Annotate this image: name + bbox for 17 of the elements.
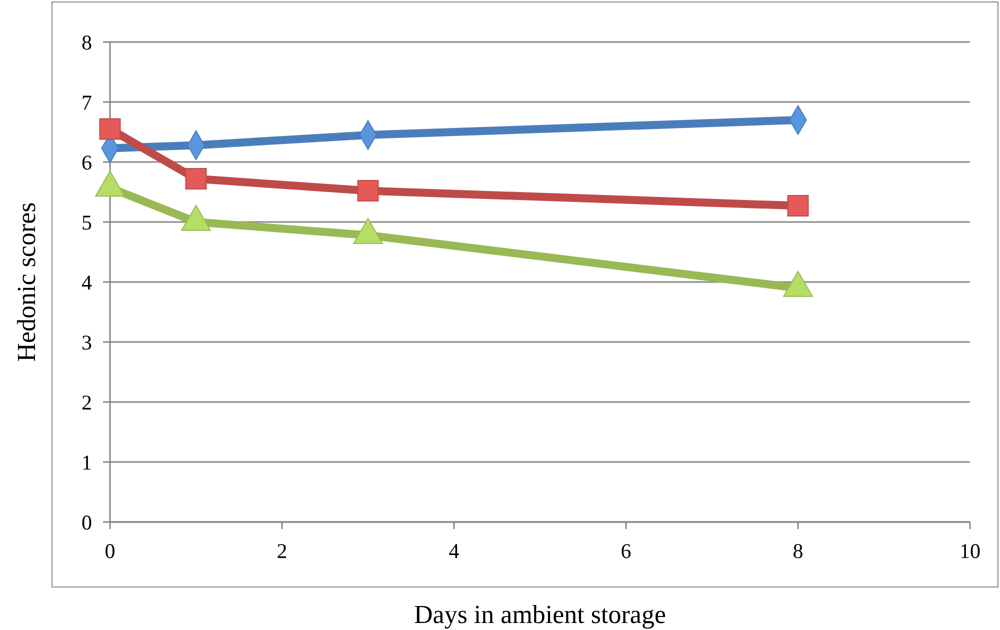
x-tick-label: 8 — [792, 539, 804, 563]
x-tick-label: 4 — [448, 539, 460, 563]
x-tick-label: 0 — [104, 539, 116, 563]
y-tick-label: 4 — [82, 270, 92, 294]
y-axis-title: Hedonic scores — [12, 202, 41, 362]
y-tick-label: 1 — [82, 450, 92, 474]
y-tick-label: 6 — [82, 150, 92, 174]
x-tick-label: 6 — [620, 539, 632, 563]
y-tick-label: 3 — [82, 330, 92, 354]
y-tick-label: 0 — [82, 510, 92, 534]
y-tick-label: 8 — [82, 30, 92, 54]
y-tick-label: 5 — [82, 210, 92, 234]
y-tick-label: 7 — [82, 90, 92, 114]
x-tick-label: 10 — [960, 539, 980, 563]
x-tick-label: 2 — [276, 539, 288, 563]
x-axis-title: Days in ambient storage — [414, 600, 666, 629]
y-tick-label: 2 — [82, 390, 92, 414]
